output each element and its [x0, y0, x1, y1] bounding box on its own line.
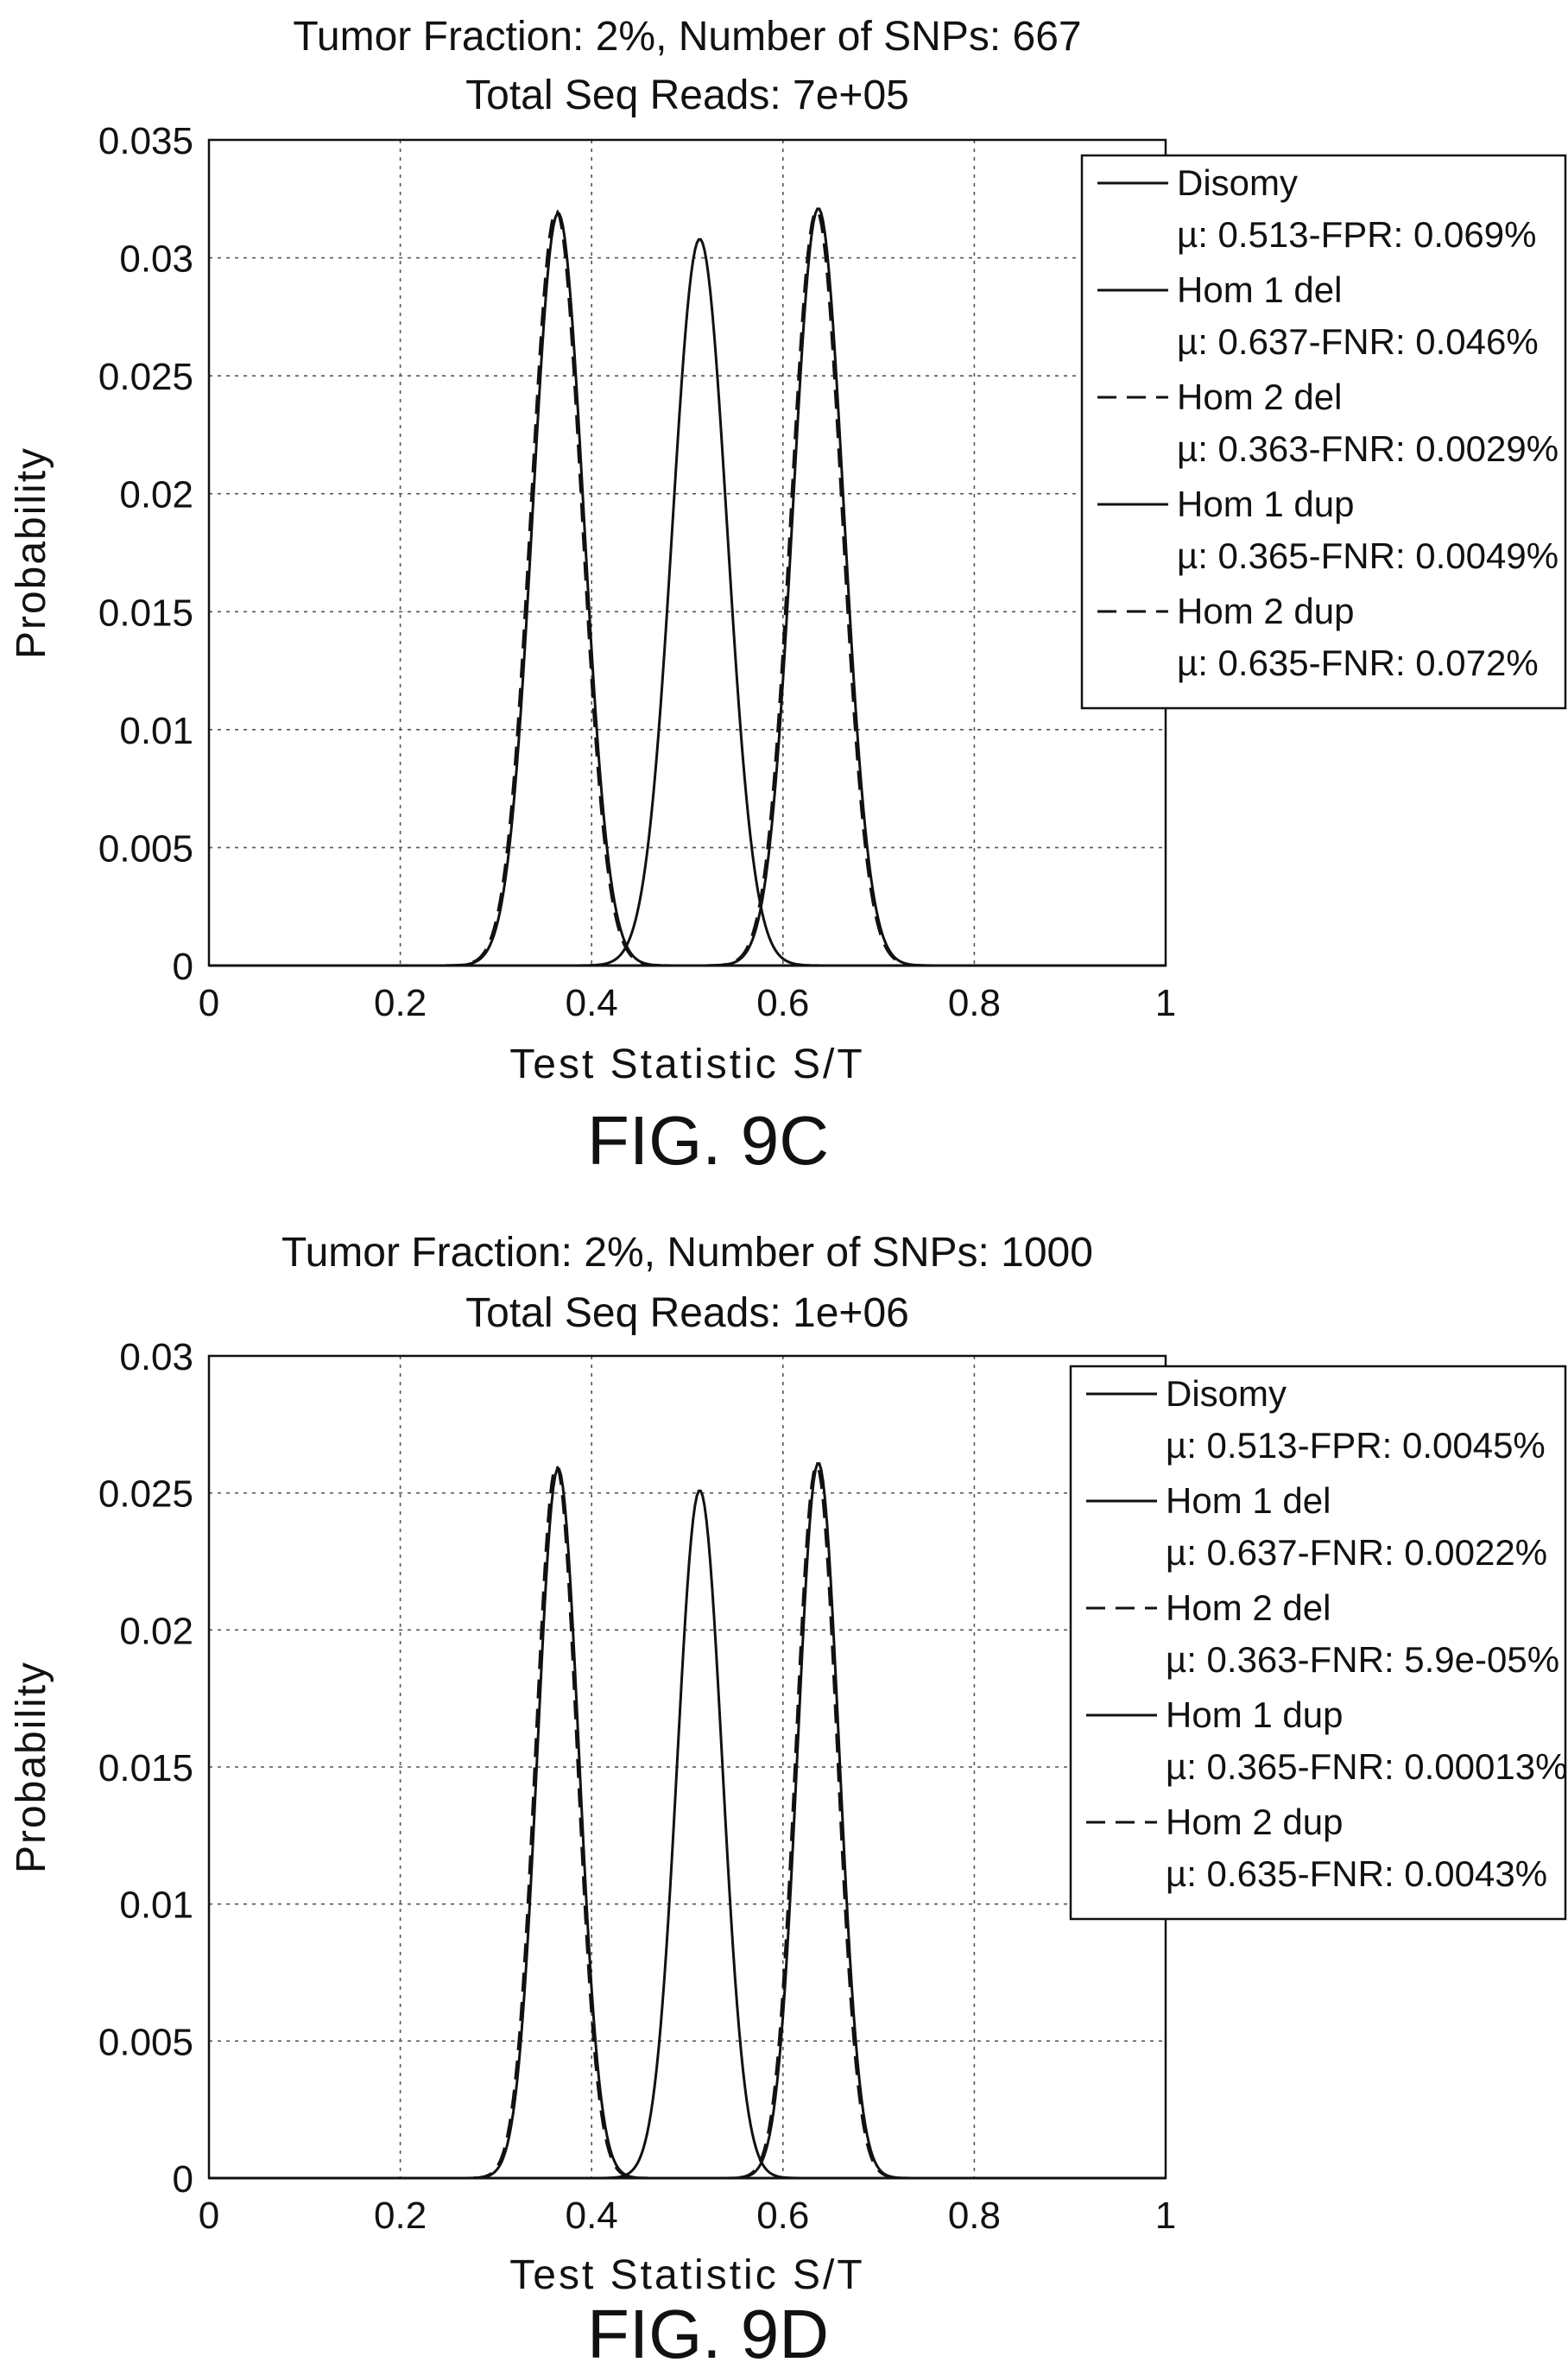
x-tick-label: 0.4: [566, 982, 618, 1024]
legend-box: [1069, 1365, 1567, 1921]
y-tick-label: 0.015: [98, 592, 193, 634]
series-line-disomy: [209, 238, 1166, 967]
chart-subtitle: Total Seq Reads: 7e+05: [465, 73, 909, 118]
y-tick-label: 0.02: [119, 1610, 193, 1652]
legend-entry-name: Hom 1 dup: [1166, 1694, 1343, 1735]
y-tick-label: 0.025: [98, 1473, 193, 1516]
x-tick-label: 0.6: [756, 2194, 809, 2237]
plot-frame: [207, 138, 1167, 967]
legend-entry-stats: µ: 0.363-FNR: 0.0029%: [1177, 428, 1559, 469]
series-line-hom-1-dup: [209, 212, 1166, 967]
legend: Disomy µ: 0.513-FPR: 0.0045% Hom 1 del µ: 0…: [1069, 1365, 1567, 1921]
legend-entry-stats: µ: 0.363-FNR: 5.9e-05%: [1166, 1639, 1559, 1680]
chart-subtitle: Total Seq Reads: 1e+06: [465, 1290, 909, 1336]
legend-entry-stats: µ: 0.635-FNR: 0.0043%: [1166, 1853, 1547, 1894]
x-tick-label: 0: [199, 2194, 219, 2237]
legend-entry-name: Hom 1 del: [1177, 269, 1342, 310]
legend-entry-name: Hom 2 del: [1177, 377, 1342, 417]
legend-entry-stats: µ: 0.513-FPR: 0.069%: [1177, 214, 1536, 255]
y-axis-label: Probability: [9, 1661, 54, 1873]
y-tick-label: 0.005: [98, 2021, 193, 2063]
legend-entry-name: Disomy: [1166, 1373, 1287, 1414]
chart-panel-1: Tumor Fraction: 2%, Number of SNPs: 667 T…: [9, 14, 1567, 1179]
legend-entry-stats: µ: 0.637-FNR: 0.046%: [1177, 321, 1539, 362]
chart-title: Tumor Fraction: 2%, Number of SNPs: 667: [293, 14, 1081, 60]
legend: Disomy µ: 0.513-FPR: 0.069% Hom 1 del µ: 0.…: [1080, 154, 1567, 710]
legend-entry-stats: µ: 0.637-FNR: 0.0022%: [1166, 1532, 1547, 1573]
x-tick-label: 0.2: [374, 2194, 427, 2237]
x-tick-label: 0.8: [948, 982, 1001, 1024]
y-axis-label: Probability: [9, 446, 54, 659]
legend-entry-name: Disomy: [1177, 162, 1298, 203]
legend-entry-name: Hom 2 del: [1166, 1587, 1331, 1628]
legend-entry-stats: µ: 0.365-FNR: 0.00013%: [1166, 1746, 1567, 1787]
legend-entry-stats: µ: 0.635-FNR: 0.072%: [1177, 643, 1539, 683]
y-tick-label: 0.03: [119, 238, 193, 281]
legend-box: [1080, 154, 1567, 710]
y-tick-label: 0.035: [98, 120, 193, 162]
figure-caption: FIG. 9D: [587, 2296, 829, 2372]
legend-entry-name: Hom 2 dup: [1166, 1802, 1343, 1842]
y-tick-label: 0.02: [119, 474, 193, 516]
legend-entry-name: Hom 1 del: [1166, 1480, 1331, 1521]
y-tick-label: 0.015: [98, 1747, 193, 1789]
y-tick-label: 0.01: [119, 1884, 193, 1927]
legend-entry-name: Hom 2 dup: [1177, 591, 1354, 631]
y-tick-label: 0.01: [119, 710, 193, 752]
x-tick-label: 0.4: [566, 2194, 618, 2237]
x-tick-label: 1: [1155, 982, 1176, 1024]
x-tick-label: 0.8: [948, 2194, 1001, 2237]
x-tick-label: 0.2: [374, 982, 427, 1024]
series-line-disomy: [209, 1489, 1166, 2180]
x-tick-label: 0: [199, 982, 219, 1024]
figure-caption: FIG. 9C: [587, 1102, 829, 1179]
legend-entry-name: Hom 1 dup: [1177, 484, 1354, 524]
y-tick-label: 0.005: [98, 827, 193, 870]
y-tick-label: 0.03: [119, 1336, 193, 1378]
y-tick-label: 0: [173, 946, 193, 988]
x-axis-label: Test Statistic S/T: [509, 2252, 864, 2298]
y-tick-label: 0: [173, 2158, 193, 2201]
x-tick-label: 0.6: [756, 982, 809, 1024]
chart-title: Tumor Fraction: 2%, Number of SNPs: 1000: [281, 1230, 1093, 1276]
legend-entry-stats: µ: 0.513-FPR: 0.0045%: [1166, 1425, 1546, 1466]
legend-entry-stats: µ: 0.365-FNR: 0.0049%: [1177, 535, 1559, 576]
x-tick-label: 1: [1155, 2194, 1176, 2237]
chart-panel-2: Tumor Fraction: 2%, Number of SNPs: 1000…: [9, 1230, 1567, 2372]
y-tick-label: 0.025: [98, 356, 193, 398]
x-axis-label: Test Statistic S/T: [509, 1042, 864, 1087]
